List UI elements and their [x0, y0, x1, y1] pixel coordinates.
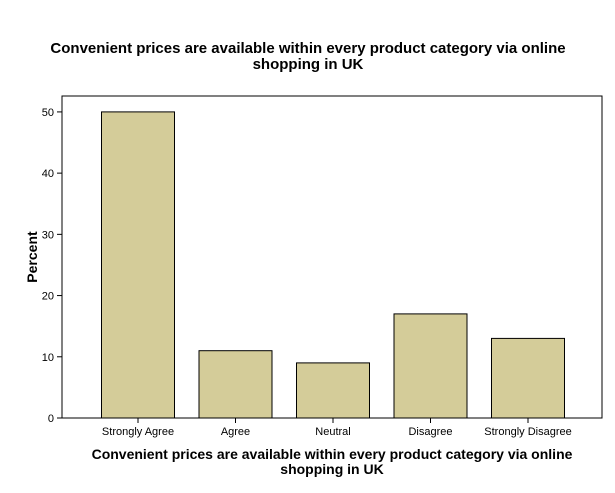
y-tick-label-20: 20 — [42, 291, 54, 303]
bar-strongly-disagree — [491, 337, 565, 419]
y-axis-title: Percent — [24, 231, 40, 283]
x-tick-label-neutral: Neutral — [315, 426, 350, 438]
chart-title-line-2: shopping in UK — [253, 56, 364, 73]
bar-neutral — [296, 362, 370, 419]
x-axis-title-line-2: shopping in UK — [280, 461, 383, 477]
y-tick-label-30: 30 — [42, 229, 54, 241]
y-tick-label-40: 40 — [42, 168, 54, 180]
x-axis-ticks: Strongly Agree Agree Neutral Disagree Strong… — [102, 418, 572, 438]
x-axis-title-line-1: Convenient prices are available within e… — [92, 446, 573, 462]
x-tick-label-strongly-disagree: Strongly Disagree — [484, 426, 571, 438]
bars — [101, 111, 565, 419]
x-tick-label-agree: Agree — [221, 426, 250, 438]
y-tick-label-0: 0 — [48, 413, 54, 425]
bar-agree — [198, 350, 273, 419]
bar-disagree — [393, 313, 468, 419]
y-tick-label-10: 10 — [42, 352, 54, 364]
x-tick-label-disagree: Disagree — [408, 426, 452, 438]
x-tick-label-strongly-agree: Strongly Agree — [102, 426, 174, 438]
y-axis-ticks: 0 10 20 30 40 50 — [42, 107, 62, 425]
chart-title-line-1: Convenient prices are available within e… — [50, 40, 565, 57]
y-tick-label-50: 50 — [42, 107, 54, 119]
bar-strongly-agree — [101, 111, 175, 419]
